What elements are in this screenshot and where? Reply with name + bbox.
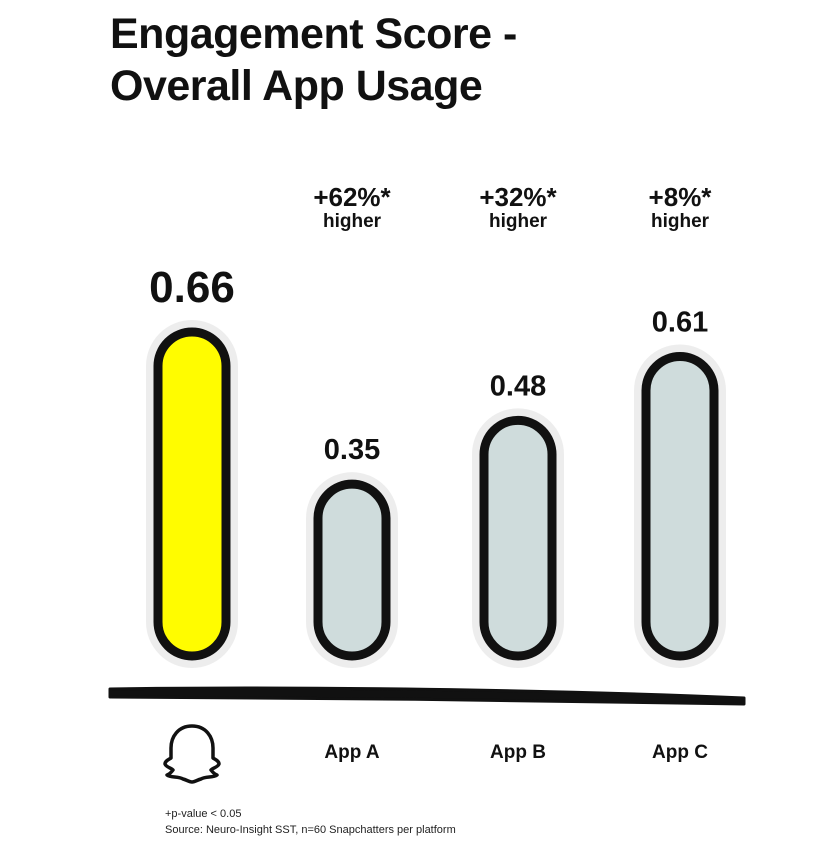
bar-app-a (313, 479, 391, 661)
value-label-snapchat: 0.66 (149, 263, 235, 312)
bars (146, 320, 726, 668)
bar-app-b (479, 415, 557, 661)
category-label-app-b: App B (490, 742, 546, 763)
comparison-pct-app-a: +62%* (313, 182, 391, 212)
category-label-app-a: App A (324, 742, 380, 763)
comparison-pct-app-b: +32%* (479, 182, 557, 212)
comparison-text-app-a: higher (323, 211, 382, 232)
footnotes: +p-value < 0.05 Source: Neuro-Insight SS… (165, 806, 456, 838)
comparison-text-app-b: higher (489, 211, 548, 232)
value-label-app-c: 0.61 (652, 307, 708, 339)
chart-title-line-2: Overall App Usage (110, 62, 483, 110)
footnote-pvalue: +p-value < 0.05 (165, 808, 242, 820)
value-label-app-b: 0.48 (490, 370, 546, 402)
bar-snapchat (153, 327, 231, 661)
footnote-source: Source: Neuro-Insight SST, n=60 Snapchat… (165, 824, 456, 836)
category-label-app-c: App C (652, 742, 708, 763)
chart-title: Engagement Score - Overall App Usage (110, 8, 517, 112)
baseline-axis (108, 686, 746, 706)
bar-app-c (641, 352, 719, 661)
chart-title-line-1: Engagement Score - (110, 10, 517, 58)
comparison-text-app-c: higher (651, 211, 710, 232)
value-label-app-a: 0.35 (324, 434, 380, 466)
comparison-pct-app-c: +8%* (649, 182, 713, 212)
ghost-icon (163, 724, 221, 784)
